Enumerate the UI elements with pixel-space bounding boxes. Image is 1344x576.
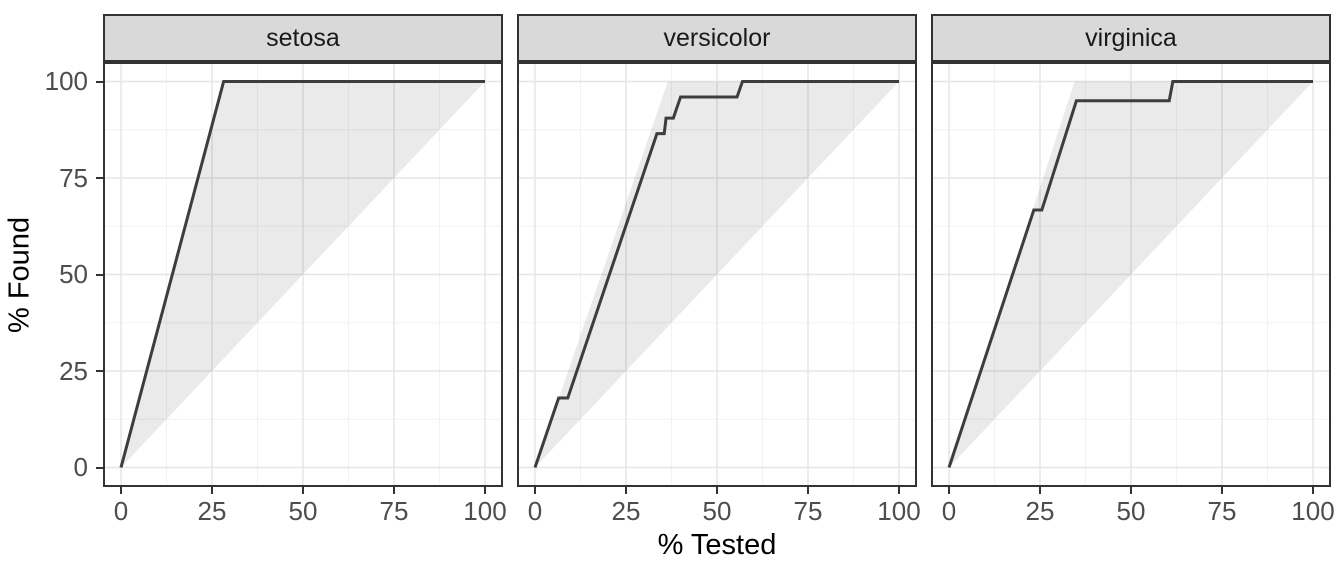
y-tick-label: 0 [73, 452, 88, 482]
x-tick-label: 100 [1291, 496, 1335, 526]
y-axis: 0 25 50 75 100 [0, 0, 103, 576]
x-tick-label: 0 [113, 496, 129, 526]
x-axis-tick-labels: 0 25 50 75 100 [931, 496, 1335, 526]
y-tick-mark [96, 80, 103, 83]
y-tick-label: 25 [59, 355, 88, 386]
y-tick-label: 50 [59, 259, 88, 289]
facet-strip: versicolor [517, 14, 917, 62]
x-axis-title: % Tested [657, 529, 777, 561]
x-axis-tick-labels: 0 25 50 75 100 [103, 496, 507, 526]
x-tick-label: 25 [611, 496, 641, 526]
y-tick-mark [96, 177, 103, 179]
panel-border [103, 62, 503, 487]
gain-curve-line [947, 80, 1313, 468]
x-tick-label: 75 [379, 496, 409, 526]
facet-versicolor: versicolor 0 25 50 75 100 [517, 14, 921, 534]
facet-panel [931, 62, 1331, 494]
y-tick-label: 75 [59, 162, 88, 193]
x-axis-tick-labels: 0 25 50 75 100 [517, 496, 921, 526]
x-tick-label: 75 [793, 496, 823, 526]
facet-virginica: virginica 0 25 50 75 100 [931, 14, 1335, 534]
y-tick-mark [96, 370, 103, 372]
ideal-region [121, 81, 485, 468]
x-tick-label: 100 [877, 496, 921, 526]
x-tick-label: 25 [197, 496, 227, 526]
gain-curve-line [119, 80, 485, 468]
x-tick-label: 0 [941, 496, 957, 526]
panel-border [517, 62, 917, 487]
ideal-region [535, 81, 899, 468]
gain-curve-line [533, 80, 899, 468]
facet-strip: virginica [931, 14, 1331, 62]
x-tick-label: 50 [702, 496, 732, 526]
facet-panel [517, 62, 917, 494]
x-tick-label: 25 [1025, 496, 1055, 526]
x-tick-label: 50 [1116, 496, 1146, 526]
x-tick-label: 100 [463, 496, 507, 526]
y-tick-mark [96, 466, 103, 469]
facet-strip-label: versicolor [663, 23, 771, 52]
facet-strip-label: setosa [266, 23, 340, 52]
x-tick-label: 50 [288, 496, 318, 526]
x-tick-label: 0 [527, 496, 543, 526]
facet-strip-label: virginica [1085, 23, 1177, 52]
ideal-region [949, 81, 1313, 468]
x-tick-label: 75 [1207, 496, 1237, 526]
facet-strip: setosa [103, 14, 503, 62]
facet-panel [103, 62, 503, 494]
y-tick-label: 100 [44, 66, 88, 96]
facet-setosa: setosa 0 25 50 75 100 [103, 14, 507, 534]
y-tick-mark [96, 273, 103, 276]
panel-border [931, 62, 1331, 487]
